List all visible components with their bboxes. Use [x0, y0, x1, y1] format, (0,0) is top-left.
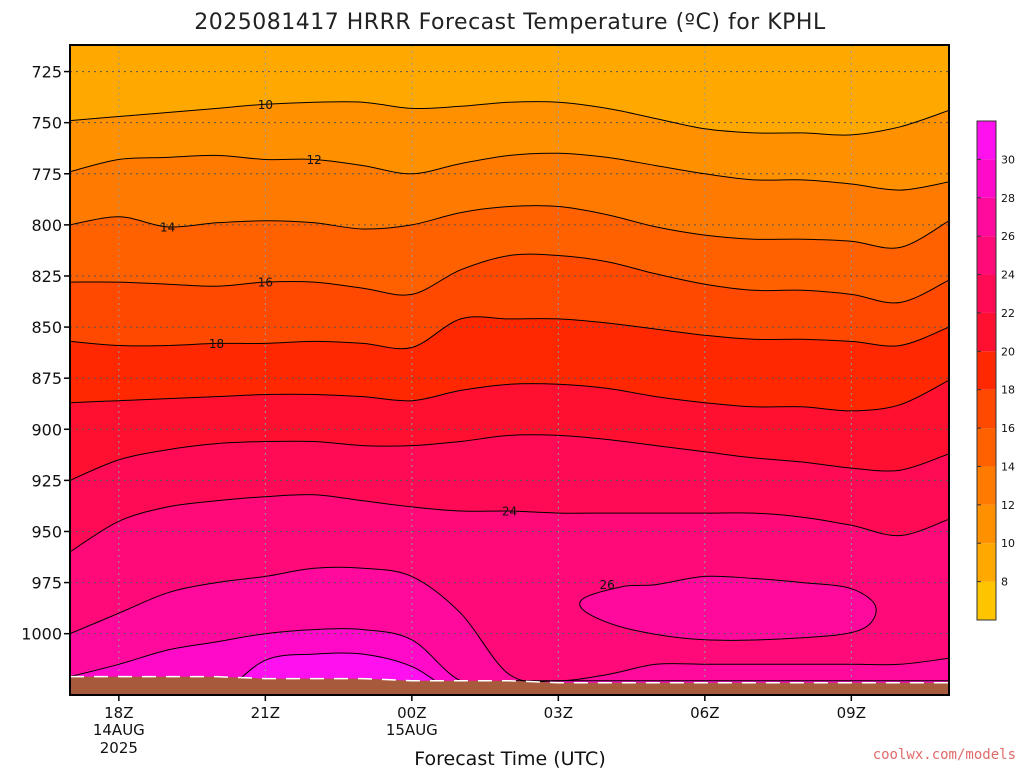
isotherm-lines [70, 45, 949, 695]
isotherm-label-12: 12 [307, 153, 322, 167]
plot-area: 10 12 14 16 18 24 26 [70, 45, 949, 695]
x-tick-label: 18Z [104, 704, 133, 722]
colorbar-segment [977, 504, 996, 544]
colorbar-tick-label: 14 [1001, 460, 1015, 473]
y-tick-label: 850 [31, 318, 62, 337]
colorbar-segment [977, 389, 996, 429]
x-tick-label: 00Z [397, 704, 426, 722]
colorbar-segment [977, 121, 996, 160]
colorbar-frame [976, 120, 997, 621]
isotherm-12 [70, 152, 949, 191]
y-tick-label: 725 [31, 63, 62, 82]
isotherm-label-18: 18 [209, 337, 224, 351]
colorbar-tick-label: 10 [1001, 537, 1015, 550]
colorbar-segment [977, 543, 996, 582]
x-tick-label: 09Z [837, 704, 866, 722]
isotherm-26 [70, 566, 949, 683]
y-tick-label: 1000 [21, 625, 62, 644]
closed-isotherm-label-26: 26 [600, 578, 615, 592]
x-tick-sublabel: 15AUG [386, 721, 438, 739]
x-tick-sublabel: 2025 [100, 739, 138, 757]
pressure-axis: 725 750 775 800 825 850 875 900 925 950 975 1000 [21, 63, 70, 644]
x-tick-label: 03Z [544, 704, 573, 722]
colorbar-segment [977, 197, 996, 237]
isotherm-20 [70, 379, 949, 412]
colorbar-tick-label: 26 [1001, 230, 1015, 243]
colorbar-segment [977, 351, 996, 390]
isotherm-label-16: 16 [258, 276, 273, 290]
colorbar-tick-label: 28 [1001, 192, 1015, 205]
colorbar-legend: 8 10 12 14 16 18 20 22 24 26 28 30 [976, 120, 1015, 621]
closed-fill-26 [579, 576, 877, 641]
colorbar-segment [977, 236, 996, 275]
surface-line [70, 675, 949, 684]
isotherm-labels: 10 12 14 16 18 24 26 [160, 98, 615, 592]
x-axis-title: Forecast Time (UTC) [414, 748, 605, 768]
colorbar-tick-label: 20 [1001, 345, 1015, 358]
y-tick-label: 925 [31, 471, 62, 490]
colorbar-tick-label: 12 [1001, 499, 1015, 512]
colorbar-tick-label: 16 [1001, 422, 1015, 435]
isotherm-22 [70, 434, 949, 481]
isotherm-10 [70, 101, 949, 136]
chart-title: 2025081417 HRRR Forecast Temperature (ºC… [194, 10, 826, 35]
isotherm-14 [70, 205, 949, 249]
colorbar-tick-label: 30 [1001, 153, 1015, 166]
x-tick-label: 21Z [251, 704, 280, 722]
colorbar-segment [977, 428, 996, 467]
y-tick-label: 825 [31, 267, 62, 286]
ground-fill [70, 676, 949, 695]
isotherm-label-24: 24 [502, 505, 517, 519]
y-tick-label: 975 [31, 574, 62, 593]
isotherm-label-10: 10 [258, 98, 273, 112]
colorbar-segment [977, 159, 996, 198]
y-tick-label: 800 [31, 216, 62, 235]
colorbar-segment [977, 466, 996, 505]
y-tick-label: 950 [31, 522, 62, 541]
colorbar-tick-label: 8 [1001, 576, 1008, 589]
isotherm-18 [70, 316, 949, 350]
y-tick-label: 875 [31, 369, 62, 388]
ground-mask [70, 675, 949, 695]
isotherm-label-14: 14 [160, 220, 175, 234]
grid-lines [70, 45, 949, 695]
closed-contour-fills [579, 576, 877, 641]
y-tick-label: 775 [31, 165, 62, 184]
colorbar-tick-label: 22 [1001, 307, 1015, 320]
y-tick-label: 750 [31, 114, 62, 133]
closed-isotherm-26 [579, 575, 877, 641]
x-tick-label: 06Z [690, 704, 719, 722]
credit-text: coolwx.com/models [873, 747, 1016, 763]
isotherm-24 [70, 494, 949, 553]
colorbar-tick-label: 24 [1001, 269, 1015, 282]
y-tick-label: 900 [31, 420, 62, 439]
colorbar-segment [977, 312, 996, 352]
plot-frame [69, 44, 950, 696]
isotherm-16 [70, 253, 949, 304]
colorbar-segment [977, 581, 996, 620]
colorbar-segment [977, 274, 996, 313]
x-tick-sublabel: 14AUG [93, 721, 145, 739]
colorbar-tick-label: 18 [1001, 384, 1015, 397]
